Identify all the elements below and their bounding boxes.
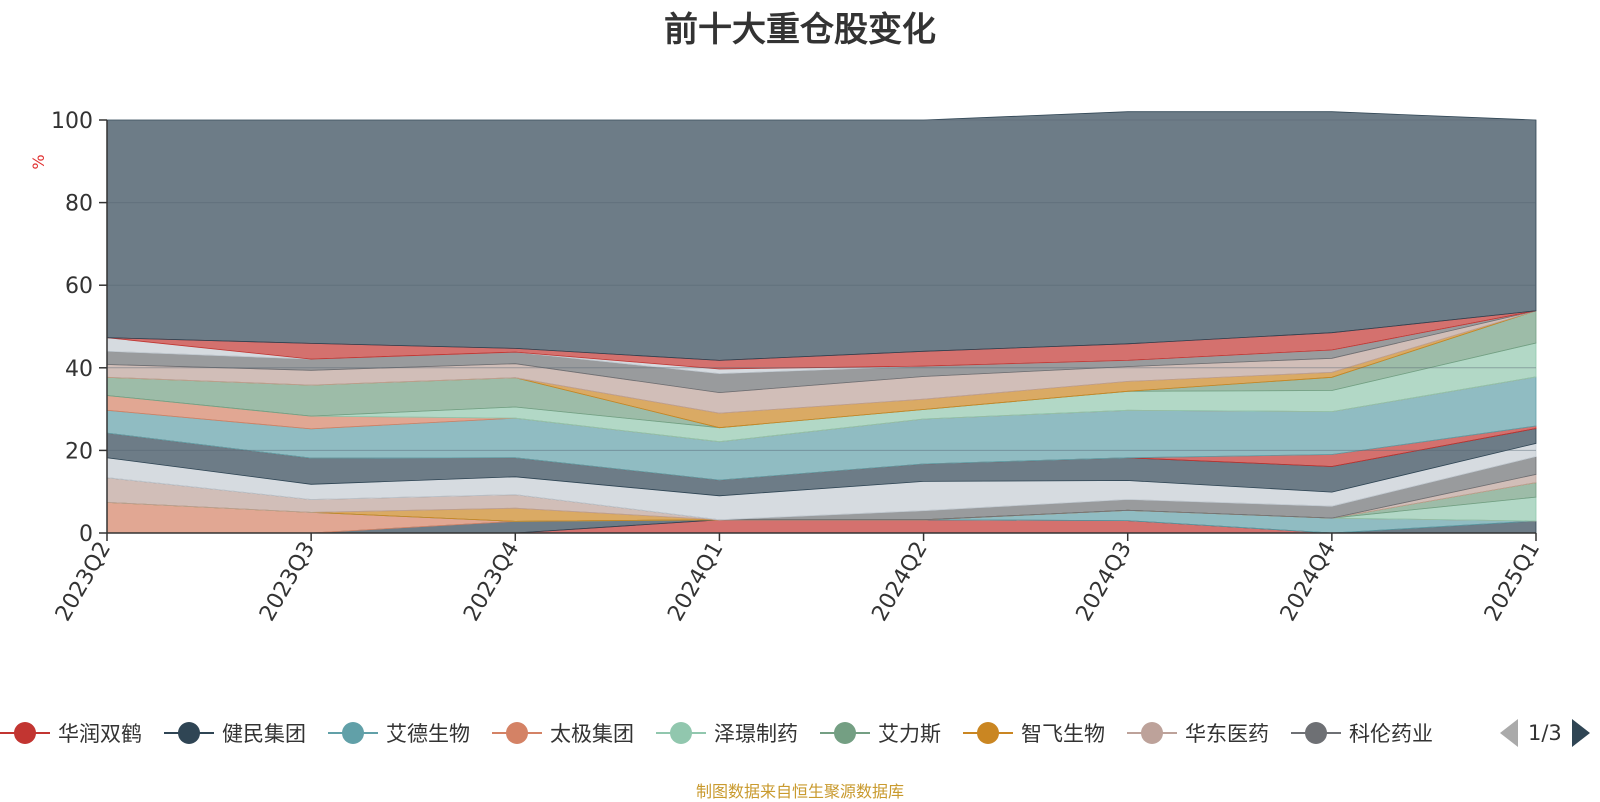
legend-page-indicator: 1/3 [1528,721,1562,745]
legend-label: 智飞生物 [1021,722,1105,746]
legend-label: 华润双鹤 [58,722,142,746]
y-tick-label: 80 [65,192,93,217]
legend-prev-page-icon[interactable] [1500,719,1518,747]
chart-title: 前十大重仓股变化 [664,10,936,50]
x-tick-label: 2025Q1 [1480,538,1545,626]
area-series-21 [106,111,1537,361]
legend-marker-icon [164,721,214,745]
legend-label: 泽璟制药 [714,722,798,746]
legend-item[interactable]: 健民集团 [164,716,306,750]
legend-item[interactable]: 华润双鹤 [0,716,142,750]
x-tick-label: 2023Q4 [459,538,524,626]
legend-marker-icon [492,721,542,745]
legend-marker-icon [1127,721,1177,745]
legend-item[interactable]: 泽璟制药 [656,716,798,750]
legend-pager: 1/3 [1500,716,1590,750]
y-tick-label: 100 [51,109,93,134]
legend-label: 太极集团 [550,722,634,746]
legend-marker-icon [328,721,378,745]
legend-item[interactable]: 华东医药 [1127,716,1269,750]
y-tick-label: 20 [65,439,93,464]
legend-next-page-icon[interactable] [1571,719,1590,747]
legend-item[interactable]: 艾德生物 [328,716,470,750]
legend-marker-icon [0,721,50,745]
legend-label: 华东医药 [1185,722,1269,746]
legend-marker-icon [963,721,1013,745]
legend-item[interactable]: 科伦药业 [1291,716,1433,750]
y-tick-label: 0 [79,522,93,547]
legend-label: 艾力斯 [878,722,941,746]
x-tick-label: 2024Q3 [1072,538,1137,626]
x-tick-label: 2023Q3 [255,538,320,626]
x-tick-label: 2024Q4 [1276,538,1341,626]
legend-marker-icon [820,721,870,745]
legend-marker-icon [656,721,706,745]
legend-item[interactable]: 艾力斯 [820,716,941,750]
y-tick-label: 60 [65,274,93,299]
x-tick-label: 2024Q2 [867,538,932,626]
legend-marker-icon [1291,721,1341,745]
data-source-note: 制图数据来自恒生聚源数据库 [695,782,904,801]
legend-item[interactable]: 智飞生物 [963,716,1105,750]
y-tick-label: 40 [65,357,93,382]
x-tick-label: 2023Q2 [51,538,116,626]
legend-label: 艾德生物 [386,722,470,746]
legend-label: 科伦药业 [1349,722,1433,746]
x-tick-label: 2024Q1 [663,538,728,626]
y-axis-label: % [29,154,48,169]
legend: 华润双鹤 健民集团 艾德生物 太极集团 泽璟制药 艾力斯 智飞生物 华东医药 科伦药业 [0,716,1490,750]
legend-label: 健民集团 [222,722,306,746]
stacked-area-chart: 0 20 40 60 80 100 2023Q2 2023Q3 2023Q4 2024Q1 2024… [29,109,1545,626]
area-series [106,111,1537,534]
legend-item[interactable]: 太极集团 [492,716,634,750]
